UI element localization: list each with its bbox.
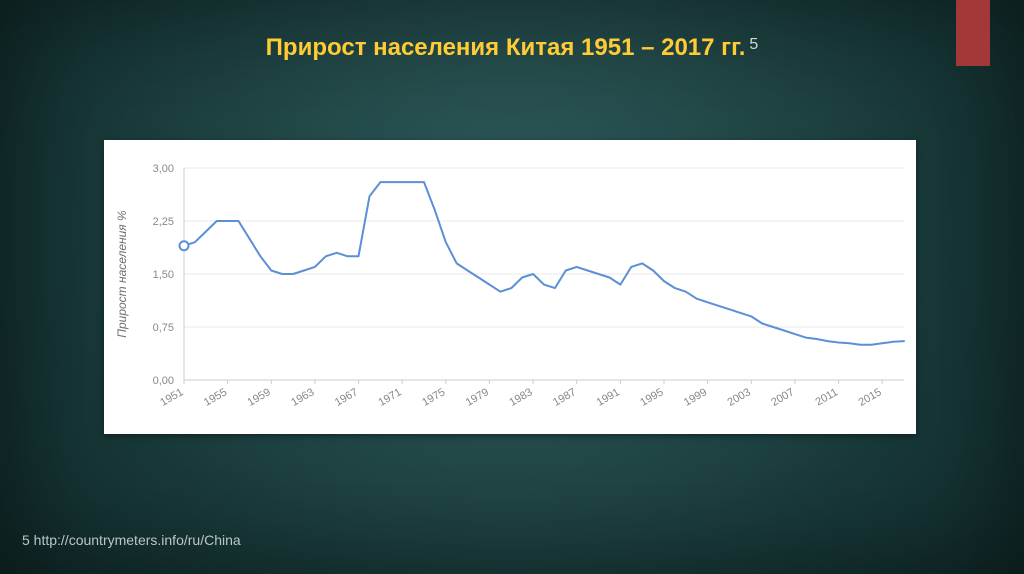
- title-text: Прирост населения Китая 1951 – 2017 гг.: [266, 34, 746, 61]
- svg-text:1,50: 1,50: [153, 269, 174, 281]
- svg-text:1963: 1963: [289, 386, 316, 409]
- footnote-citation: 5 http://countrymeters.info/ru/China: [22, 532, 241, 548]
- svg-text:1999: 1999: [682, 386, 709, 409]
- svg-text:0,00: 0,00: [153, 375, 174, 387]
- svg-text:2015: 2015: [856, 386, 883, 409]
- svg-text:Прирост населения %: Прирост населения %: [115, 210, 129, 338]
- svg-text:2007: 2007: [769, 386, 796, 409]
- svg-text:1955: 1955: [202, 386, 229, 409]
- svg-text:1987: 1987: [551, 386, 578, 409]
- slide-title: Прирост населения Китая 1951 – 2017 гг.5: [0, 34, 1024, 62]
- title-superscript: 5: [749, 36, 758, 53]
- svg-text:2,25: 2,25: [153, 216, 174, 228]
- svg-text:1971: 1971: [376, 386, 403, 409]
- svg-text:1967: 1967: [333, 386, 360, 409]
- svg-text:1959: 1959: [246, 386, 273, 409]
- svg-text:1995: 1995: [638, 386, 665, 409]
- svg-text:1979: 1979: [464, 386, 491, 409]
- growth-chart: 0,00 0,75 1,50 2,25 3,00 1951 1955 1959 1963 1967…: [104, 140, 916, 434]
- svg-text:1983: 1983: [507, 386, 534, 409]
- chart-container: 0,00 0,75 1,50 2,25 3,00 1951 1955 1959 1963 1967…: [104, 140, 916, 434]
- slide-background: Прирост населения Китая 1951 – 2017 гг.5…: [0, 0, 1024, 574]
- svg-text:0,75: 0,75: [153, 322, 174, 334]
- svg-text:2003: 2003: [726, 386, 753, 409]
- svg-text:1951: 1951: [158, 386, 185, 409]
- svg-text:1991: 1991: [595, 386, 622, 409]
- svg-text:2011: 2011: [814, 386, 840, 408]
- svg-text:1975: 1975: [420, 386, 447, 409]
- svg-text:3,00: 3,00: [153, 163, 174, 175]
